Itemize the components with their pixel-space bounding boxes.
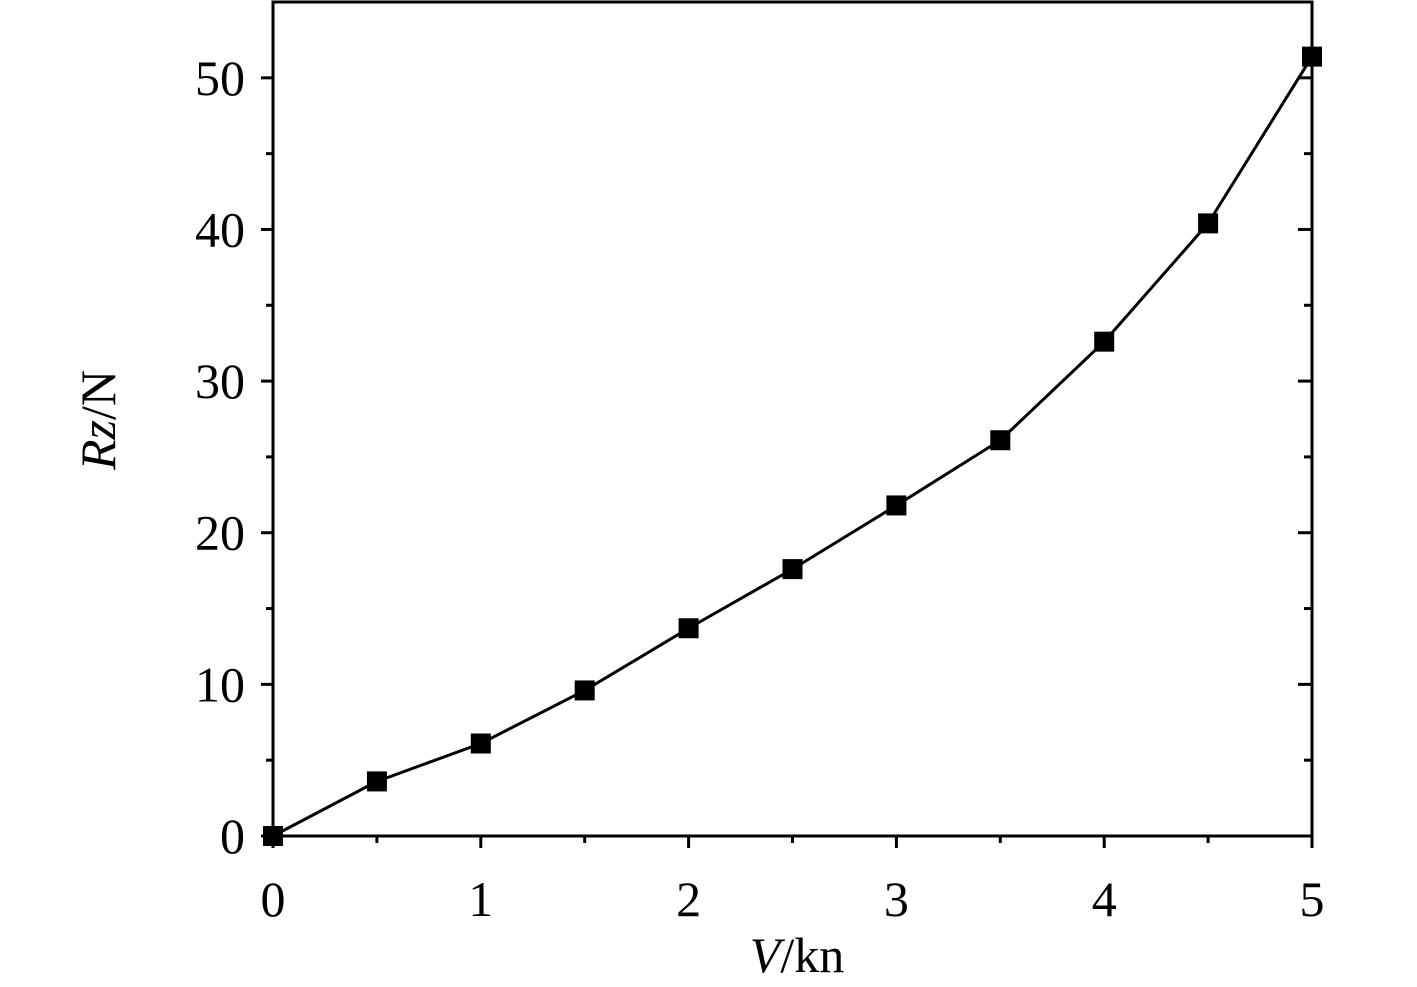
y-tick-label: 10 [195,656,245,712]
marker [886,495,907,516]
marker [263,826,283,846]
y-tick-label: 50 [195,50,245,106]
x-tick-label: 5 [1300,871,1325,927]
marker [574,680,595,701]
y-tick-label: 40 [195,201,245,257]
plot-frame [271,0,1314,838]
series-line [272,55,1314,838]
x-tick-label: 3 [884,871,909,927]
marker [678,618,699,639]
x-label-symbol: V [750,927,786,983]
marker [1198,213,1219,234]
y-axis-label: Rz/N [70,370,126,471]
x-axis-label: V/kn [750,927,844,983]
marker [1094,331,1115,352]
y-label-unit: /N [70,370,126,420]
x-tick-label: 1 [468,871,493,927]
y-tick-label: 0 [220,808,245,864]
marker [1302,46,1322,67]
x-label-unit: /kn [780,927,844,983]
x-tick-label: 4 [1092,871,1117,927]
marker [990,430,1011,451]
y-tick-label: 30 [195,353,245,409]
y-tick-label: 20 [195,505,245,561]
marker [782,559,803,580]
x-tick-label: 0 [261,871,286,927]
marker [366,771,387,792]
y-label-symbol: Rz [70,420,126,471]
marker [470,733,491,754]
x-tick-label: 2 [676,871,701,927]
